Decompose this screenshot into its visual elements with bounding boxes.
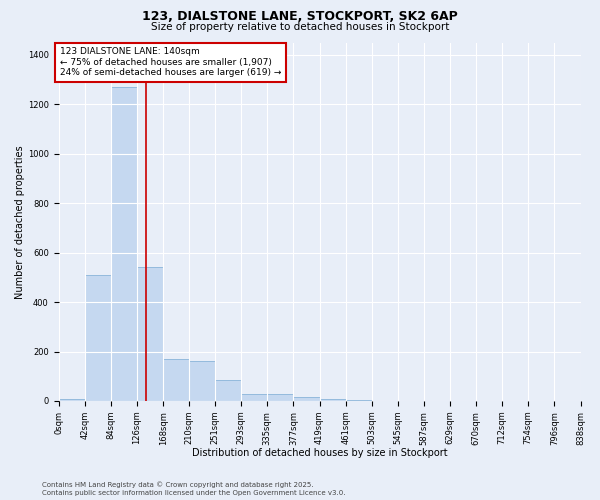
Text: Contains HM Land Registry data © Crown copyright and database right 2025.: Contains HM Land Registry data © Crown c… [42, 481, 314, 488]
X-axis label: Distribution of detached houses by size in Stockport: Distribution of detached houses by size … [191, 448, 448, 458]
Bar [346, 400, 372, 401]
Bar [267, 394, 293, 401]
Bar [59, 398, 85, 401]
Bar [137, 268, 163, 401]
Text: 123 DIALSTONE LANE: 140sqm
← 75% of detached houses are smaller (1,907)
24% of s: 123 DIALSTONE LANE: 140sqm ← 75% of deta… [60, 48, 281, 77]
Bar [293, 396, 320, 401]
Bar [190, 362, 215, 401]
Bar [111, 87, 137, 401]
Text: 123, DIALSTONE LANE, STOCKPORT, SK2 6AP: 123, DIALSTONE LANE, STOCKPORT, SK2 6AP [142, 10, 458, 23]
Bar [320, 399, 346, 401]
Text: Contains public sector information licensed under the Open Government Licence v3: Contains public sector information licen… [42, 490, 346, 496]
Bar [163, 359, 190, 401]
Bar [241, 394, 267, 401]
Bar [85, 275, 111, 401]
Y-axis label: Number of detached properties: Number of detached properties [15, 145, 25, 298]
Bar [215, 380, 241, 401]
Text: Size of property relative to detached houses in Stockport: Size of property relative to detached ho… [151, 22, 449, 32]
